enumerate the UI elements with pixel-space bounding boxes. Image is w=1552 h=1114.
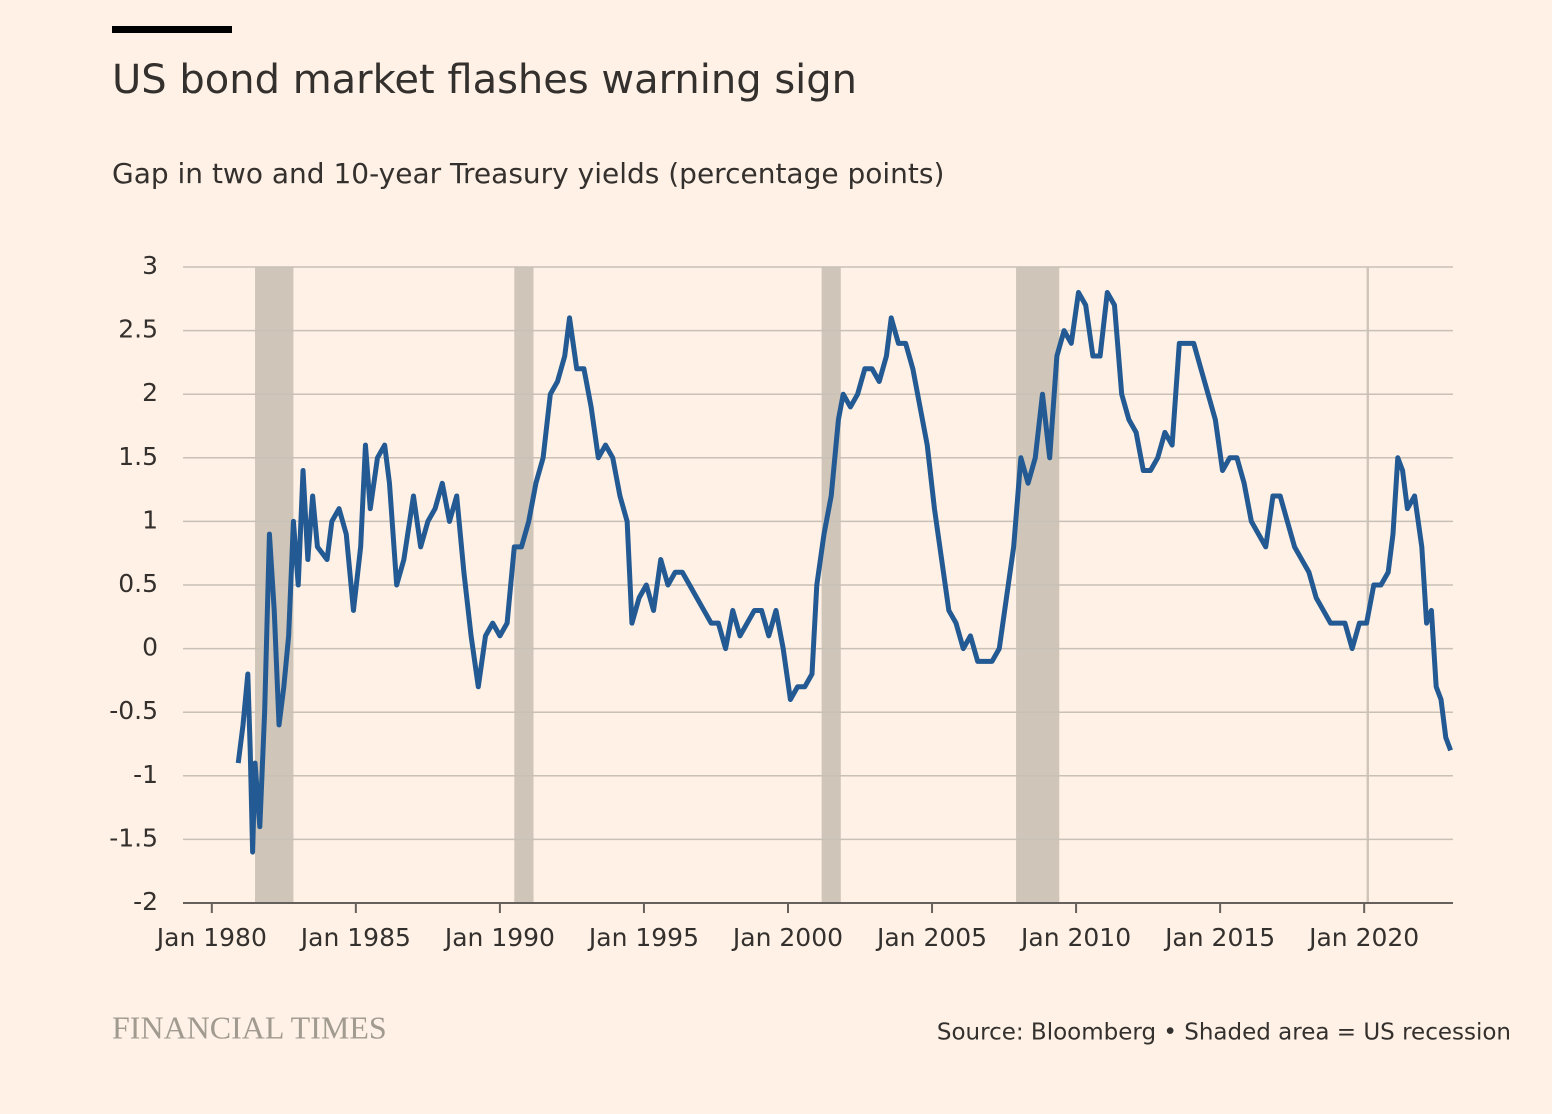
x-tick-label: Jan 1995 (587, 923, 699, 952)
y-tick-label: 3 (142, 251, 158, 280)
source: Source: Bloomberg • Shaded area = US rec… (937, 1020, 1511, 1046)
x-tick-label: Jan 2015 (1163, 923, 1275, 952)
series-line (235, 289, 1453, 855)
x-tick-label: Jan 2005 (875, 923, 987, 952)
y-tick-label: -1.5 (109, 823, 158, 852)
y-tick-label: -2 (133, 887, 158, 916)
y-tick-label: 0.5 (118, 569, 158, 598)
y-tick-label: 1 (142, 505, 158, 534)
y-tick-label: 0 (142, 633, 158, 662)
x-tick-label: Jan 2010 (1019, 923, 1131, 952)
x-tick-label: Jan 2020 (1307, 923, 1419, 952)
x-tick-label: Jan 1985 (299, 923, 411, 952)
y-tick-label: 2 (142, 378, 158, 407)
chart-subtitle: Gap in two and 10-year Treasury yields (… (112, 157, 944, 190)
y-tick-label: 2.5 (118, 315, 158, 344)
x-tick-label: Jan 1980 (155, 923, 267, 952)
x-tick-label: Jan 2000 (731, 923, 843, 952)
x-tick-label: Jan 1990 (443, 923, 555, 952)
brand: FINANCIAL TIMES (112, 1009, 387, 1045)
brand-bar (112, 26, 232, 33)
chart-title: US bond market flashes warning sign (112, 57, 857, 103)
y-tick-label: 1.5 (118, 442, 158, 471)
y-tick-label: -1 (133, 760, 158, 789)
y-tick-label: -0.5 (109, 696, 158, 725)
